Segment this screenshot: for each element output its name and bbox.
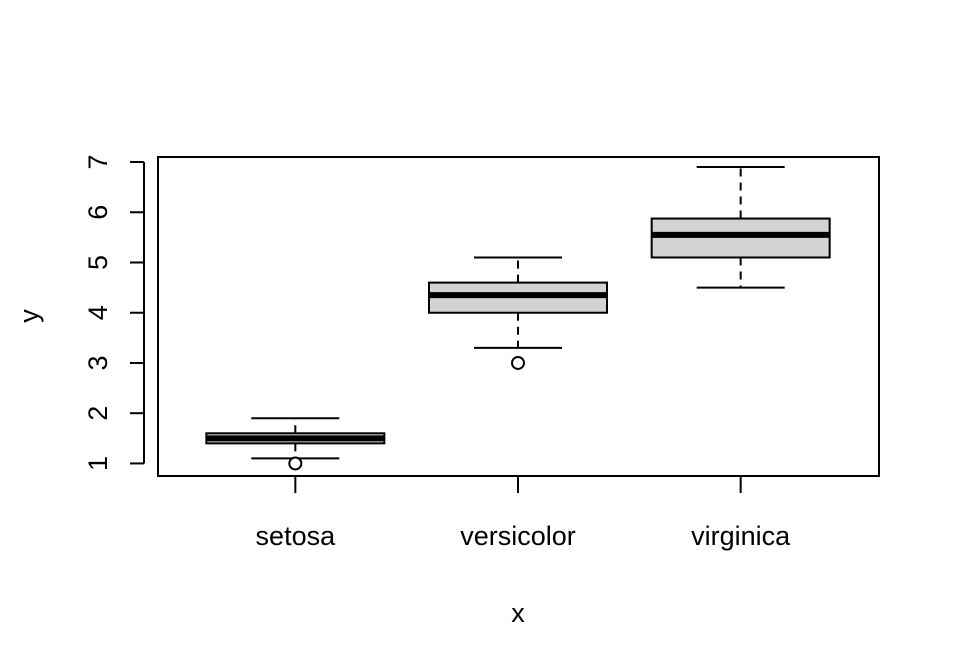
y-tick-label: 2 bbox=[83, 406, 113, 421]
y-axis: 1 2 3 4 5 6 7 bbox=[83, 155, 145, 471]
iqr-box bbox=[650, 217, 831, 259]
y-tick-label: 1 bbox=[83, 456, 113, 471]
y-tick-label: 4 bbox=[83, 305, 113, 320]
y-tick-label: 3 bbox=[83, 355, 113, 370]
box-versicolor bbox=[428, 256, 608, 370]
y-tick-label: 5 bbox=[83, 255, 113, 270]
outlier-point bbox=[511, 355, 525, 370]
y-tick-label: 6 bbox=[83, 205, 113, 220]
x-tick-label: virginica bbox=[691, 521, 791, 551]
x-tick-label: versicolor bbox=[460, 521, 576, 551]
x-axis: setosa versicolor virginica bbox=[256, 476, 791, 551]
x-axis-label: x bbox=[511, 598, 525, 628]
outlier-point bbox=[288, 456, 303, 471]
x-tick-label: setosa bbox=[256, 521, 337, 551]
y-tick-label: 7 bbox=[83, 155, 113, 170]
y-axis-label: y bbox=[14, 309, 44, 323]
box-setosa bbox=[205, 417, 386, 471]
box-virginica bbox=[650, 166, 831, 289]
boxes-group bbox=[205, 166, 831, 471]
